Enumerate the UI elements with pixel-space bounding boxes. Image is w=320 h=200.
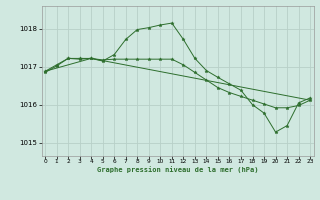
X-axis label: Graphe pression niveau de la mer (hPa): Graphe pression niveau de la mer (hPa) xyxy=(97,167,258,173)
